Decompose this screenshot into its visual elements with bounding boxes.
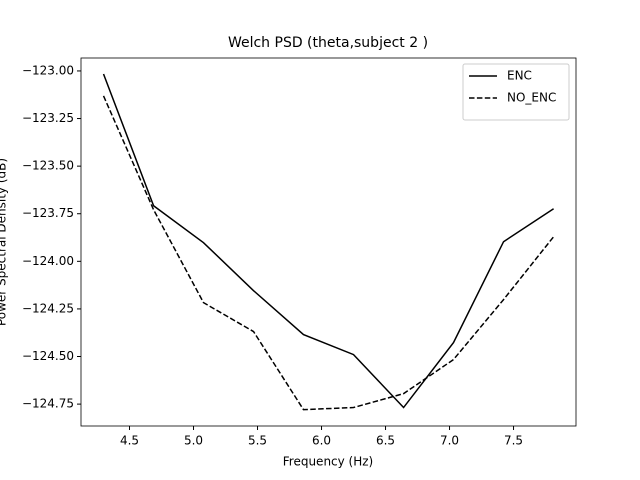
y-tick-label: −123.75 <box>22 206 74 220</box>
y-tick-label: −124.75 <box>22 397 74 411</box>
chart-title: Welch PSD (theta,subject 2 ) <box>228 35 428 51</box>
y-tick-label: −124.25 <box>22 301 74 315</box>
legend-label: NO_ENC <box>507 91 556 105</box>
y-tick-label: −124.00 <box>22 254 74 268</box>
y-tick-label: −123.50 <box>22 159 74 173</box>
legend-label: ENC <box>507 69 532 83</box>
x-tick-label: 5.5 <box>248 434 267 448</box>
x-tick-label: 6.5 <box>376 434 395 448</box>
y-tick-label: −123.25 <box>22 111 74 125</box>
x-tick-label: 7.5 <box>504 434 523 448</box>
y-tick-label: −124.50 <box>22 349 74 363</box>
line-series <box>102 73 555 409</box>
x-axis-label: Frequency (Hz) <box>283 455 374 469</box>
legend-box <box>462 63 570 121</box>
x-tick-label: 4.5 <box>120 434 139 448</box>
x-tick-label: 6.0 <box>312 434 331 448</box>
x-tick-label: 7.0 <box>440 434 459 448</box>
y-axis-label: Power Spectral Density (dB) <box>0 158 9 326</box>
x-tick-label: 5.0 <box>184 434 203 448</box>
y-tick-label: −123.00 <box>22 63 74 77</box>
plot-frame <box>80 57 577 427</box>
line-series <box>102 95 555 411</box>
